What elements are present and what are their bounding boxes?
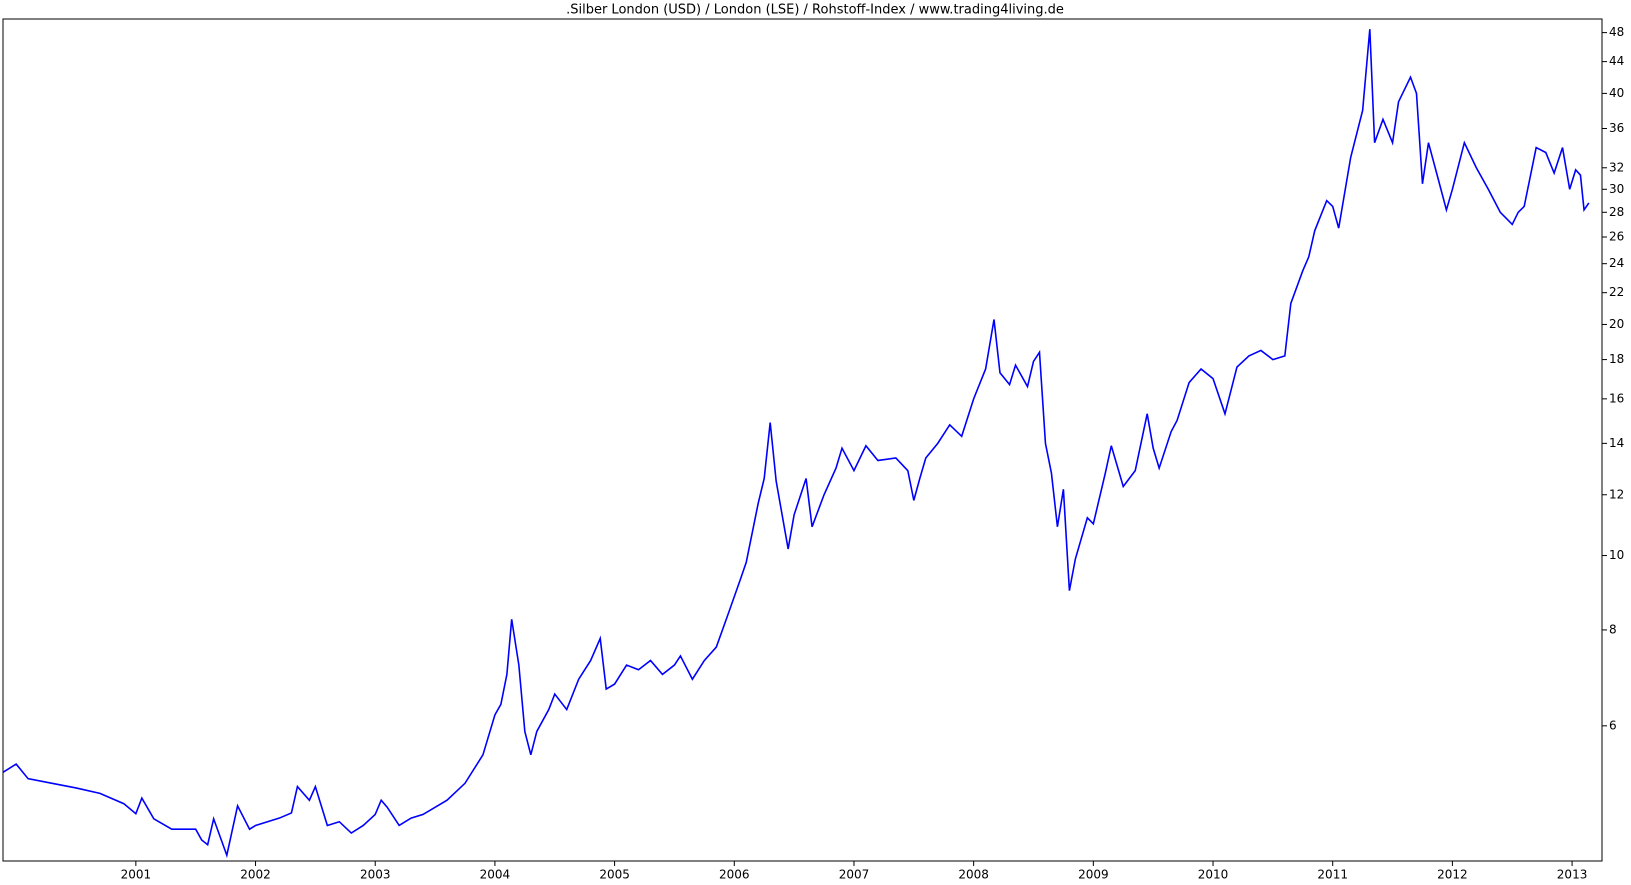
x-tick-label: 2010 — [1198, 868, 1229, 882]
price-line — [2, 29, 1590, 859]
x-tick-label: 2002 — [240, 868, 271, 882]
x-tick-label: 2003 — [360, 868, 391, 882]
x-tick-label: 2001 — [121, 868, 152, 882]
x-tick-label: 2004 — [480, 868, 511, 882]
x-tick-label: 2007 — [839, 868, 870, 882]
y-tick-label: 12 — [1609, 487, 1624, 501]
x-tick-label: 2006 — [719, 868, 750, 882]
y-tick-label: 24 — [1609, 256, 1624, 270]
y-tick-label: 36 — [1609, 121, 1624, 135]
y-tick-label: 10 — [1609, 548, 1624, 562]
y-tick-label: 28 — [1609, 205, 1624, 219]
y-tick-label: 18 — [1609, 352, 1624, 366]
y-tick-label: 6 — [1609, 718, 1617, 732]
y-tick-label: 30 — [1609, 182, 1624, 196]
x-tick-label: 2009 — [1078, 868, 1109, 882]
x-tick-label: 2013 — [1557, 868, 1588, 882]
y-tick-label: 40 — [1609, 86, 1624, 100]
x-tick-label: 2011 — [1317, 868, 1348, 882]
x-tick-label: 2012 — [1437, 868, 1468, 882]
plot-frame — [2, 18, 1603, 862]
y-tick-label: 22 — [1609, 285, 1624, 299]
y-tick-label: 48 — [1609, 25, 1624, 39]
x-tick-label: 2005 — [599, 868, 630, 882]
y-tick-label: 8 — [1609, 622, 1617, 636]
y-tick-label: 20 — [1609, 317, 1624, 331]
y-tick-label: 26 — [1609, 229, 1624, 243]
y-tick-label: 32 — [1609, 160, 1624, 174]
y-tick-label: 16 — [1609, 391, 1624, 405]
chart-title: .Silber London (USD) / London (LSE) / Ro… — [566, 3, 1064, 18]
y-tick-label: 44 — [1609, 54, 1624, 68]
y-tick-label: 14 — [1609, 436, 1624, 450]
x-tick-label: 2008 — [958, 868, 989, 882]
